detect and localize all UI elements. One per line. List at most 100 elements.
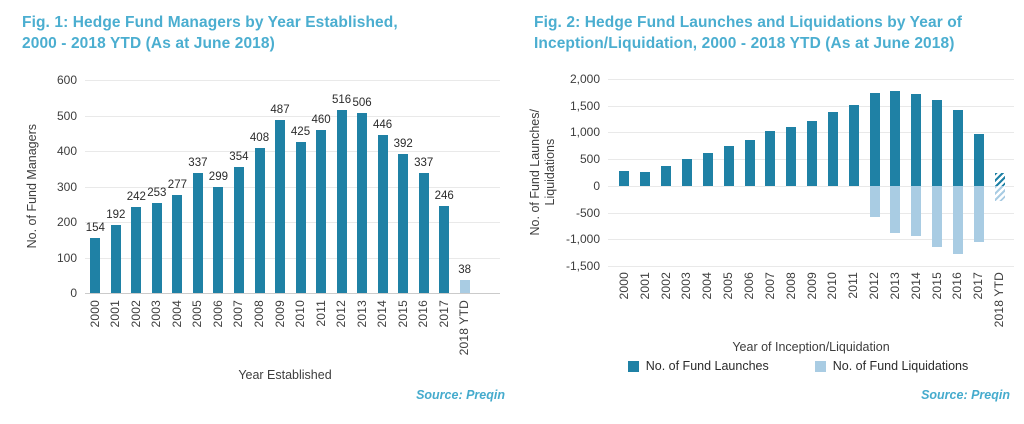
x-tick-label: 2009: [804, 272, 819, 300]
fig2-legend: No. of Fund Launches No. of Fund Liquida…: [582, 359, 1014, 373]
bar: [661, 165, 672, 186]
gridline: [608, 212, 1014, 214]
x-tick-label: 2015: [395, 300, 410, 328]
bar: [848, 104, 859, 186]
x-tick-label: 2015: [929, 272, 944, 300]
bar: [952, 110, 963, 186]
gridline: [85, 115, 500, 117]
legend-label-launches: No. of Fund Launches: [645, 359, 769, 373]
x-tick-label: 2006: [210, 300, 225, 328]
gridline: [85, 80, 500, 81]
figure-1: Fig. 1: Hedge Fund Managers by Year Esta…: [22, 12, 508, 402]
bar: [336, 109, 347, 293]
y-tick-label: -500: [575, 205, 600, 220]
x-tick-label: 2017: [971, 272, 986, 300]
x-tick-label: 2009: [272, 300, 287, 328]
bar: [110, 224, 121, 293]
fig2-title: Fig. 2: Hedge Fund Launches and Liquidat…: [534, 12, 1020, 54]
value-label: 392: [393, 137, 413, 150]
fig2-title-line1: Fig. 2: Hedge Fund Launches and Liquidat…: [534, 14, 963, 31]
bar: [316, 129, 327, 293]
y-tick-label: 500: [579, 152, 600, 167]
gridline: [85, 186, 500, 188]
bar: [213, 186, 224, 293]
x-tick-label: 2007: [231, 300, 246, 328]
bar: [911, 185, 922, 236]
gridline: [608, 105, 1014, 107]
bar: [973, 134, 984, 186]
bar: [418, 173, 429, 293]
bar: [681, 159, 692, 186]
y-tick-label: 500: [56, 108, 77, 123]
x-tick-label: 2011: [313, 300, 328, 327]
value-label: 192: [106, 208, 126, 221]
x-tick-label: 2014: [908, 272, 923, 300]
fig1-title-line2: 2000 - 2018 YTD (As at June 2018): [22, 35, 275, 52]
x-tick-label: 2003: [679, 272, 694, 300]
bar: [151, 203, 162, 293]
y-tick-label: 0: [593, 178, 600, 193]
bar: [254, 148, 265, 293]
fig1-title-line1: Fig. 1: Hedge Fund Managers by Year Esta…: [22, 14, 398, 31]
fig1-title: Fig. 1: Hedge Fund Managers by Year Esta…: [22, 12, 508, 54]
x-tick-label: 2010: [293, 300, 307, 328]
legend-item-launches: No. of Fund Launches: [627, 359, 769, 373]
y-tick-label: 1,000: [569, 125, 600, 140]
bar: [911, 94, 922, 186]
bar: [994, 173, 1005, 186]
bar: [890, 185, 901, 233]
fig1-x-axis-title: Year Established: [238, 368, 332, 382]
bar: [786, 127, 797, 186]
y-tick-label: 1,500: [569, 98, 600, 113]
bar: [869, 93, 880, 186]
value-label: 154: [85, 222, 105, 235]
value-label: 38: [458, 263, 472, 276]
x-tick-label: 2001: [637, 272, 652, 300]
gridline: [608, 79, 1014, 80]
bar: [439, 205, 450, 293]
bar: [932, 185, 943, 247]
x-tick-label: 2017: [436, 300, 451, 328]
bar: [827, 111, 838, 186]
x-tick-label: 2004: [700, 272, 715, 300]
fig2-y-axis-label-line1: No. of Fund Launches/: [528, 109, 542, 236]
figure-2: Fig. 2: Hedge Fund Launches and Liquidat…: [512, 0, 1024, 424]
bar: [640, 172, 651, 186]
gridline: [85, 293, 500, 294]
gridline: [608, 185, 1014, 187]
value-label: 337: [414, 157, 434, 170]
value-label: 242: [126, 191, 146, 204]
bar: [952, 185, 963, 255]
x-tick-label: 2008: [783, 272, 798, 300]
x-tick-label: 2013: [354, 300, 369, 328]
value-label: 460: [311, 113, 331, 126]
bar: [807, 121, 817, 186]
gridline: [85, 151, 500, 152]
bar: [744, 139, 755, 186]
x-tick-label: 2000: [616, 272, 631, 300]
y-tick-label: 200: [56, 215, 77, 229]
bar: [723, 145, 734, 186]
x-tick-label: 2002: [658, 272, 673, 300]
bar: [702, 152, 713, 186]
x-tick-label: 2014: [375, 300, 390, 328]
y-tick-label: 0: [70, 286, 77, 300]
y-tick-label: -1,500: [565, 259, 600, 273]
x-tick-label: 2006: [742, 272, 756, 300]
fig2-title-line2: Inception/Liquidation, 2000 - 2018 YTD (…: [534, 35, 955, 52]
bar: [765, 131, 776, 186]
y-tick-label: 400: [56, 144, 77, 158]
fig2-source-credit: Source: Preqin: [921, 388, 1010, 402]
value-label: 299: [208, 170, 228, 183]
x-tick-label: 2011: [846, 272, 861, 299]
bar: [973, 185, 984, 242]
value-label: 337: [188, 157, 208, 170]
x-tick-label: 2007: [762, 272, 777, 300]
x-tick-label: 2010: [825, 272, 840, 300]
value-label: 446: [373, 118, 393, 131]
bar: [459, 279, 470, 293]
value-label: 408: [249, 132, 270, 145]
launches-swatch-icon: [627, 360, 639, 372]
y-tick-label: 100: [56, 250, 77, 265]
y-tick-label: -1,000: [565, 232, 600, 247]
